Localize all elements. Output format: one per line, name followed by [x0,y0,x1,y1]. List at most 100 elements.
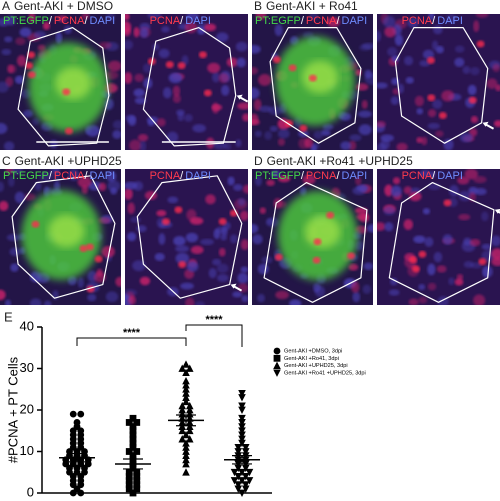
point [238,414,246,423]
pcna-nucleus [326,211,335,219]
nucleus [349,134,362,142]
nucleus [194,301,205,305]
nucleus [427,263,436,276]
point [234,448,243,456]
stain-name: PCNA [54,15,85,27]
point [182,381,190,389]
point [238,439,246,448]
point [182,468,190,476]
stain-name: DAPI [437,15,463,27]
nucleus [414,95,424,107]
nucleus [139,28,149,38]
stain-name: / [432,170,436,182]
nucleus [134,97,146,105]
nucleus [215,226,227,234]
point [133,468,141,476]
nucleus [396,142,408,150]
nucleus [257,293,265,303]
point [182,455,190,464]
point [185,435,194,443]
arrow-head [494,208,500,214]
nucleus [380,134,394,142]
stain-name: PCNA [306,170,337,182]
nucleus [255,14,267,21]
point [185,401,194,410]
nucleus [221,84,230,96]
nucleus [427,122,440,130]
nucleus [252,223,259,234]
pcna-nucleus [178,261,187,269]
arrow-head [236,94,243,100]
nucleus [101,245,115,258]
panel-letter: C [2,154,11,168]
legend-label: Gent-AKI +Ro41, 3dpi [284,356,339,362]
nucleus [436,265,447,273]
nucleus [446,14,457,24]
point [182,459,190,468]
nucleus [14,75,24,84]
nucleus [125,293,130,301]
nucleus [237,283,248,293]
nucleus [180,282,194,290]
panel-letter: D [254,154,263,168]
significance-bracket [185,324,243,347]
nucleus [388,289,400,296]
stain-label: PCNA/DAPI [402,15,463,27]
arrow-head [482,121,489,127]
nucleus [216,32,229,42]
nucleus [269,125,278,132]
nucleus [443,139,454,150]
pcna-nucleus [203,89,212,97]
nucleus [125,114,136,123]
point [245,468,254,477]
nucleus [232,291,243,298]
nucleus [77,176,92,188]
point [238,390,246,398]
point [185,406,194,414]
point [182,447,190,455]
nucleus [230,234,238,244]
nucleus [166,131,179,143]
nucleus [127,232,137,242]
nucleus [55,32,63,44]
nucleus [252,234,263,245]
stain-name: DAPI [342,15,368,27]
nucleus [383,15,396,28]
nucleus [481,243,492,250]
stain-label: PT:EGFP/PCNA/DAPI [3,170,115,182]
nucleus [254,130,262,138]
nucleus [470,66,480,76]
nucleus [384,222,394,232]
nucleus [266,179,275,186]
stain-label: PCNA/DAPI [402,170,463,182]
point [238,423,246,431]
nucleus [459,133,473,143]
point [125,485,133,493]
nucleus [172,94,181,103]
nucleus [432,99,443,110]
nucleus [348,263,359,271]
nucleus [32,118,40,126]
nucleus [212,102,220,114]
nucleus [394,34,404,46]
stain-name: PCNA [150,170,181,182]
point [238,402,246,410]
pcna-nucleus [177,62,186,70]
tubule-outline [142,27,237,147]
nucleus [467,84,477,96]
point [241,481,250,489]
nucleus [235,139,242,148]
nucleus [270,169,281,178]
point [182,360,190,368]
nucleus [152,43,160,51]
nucleus [136,225,147,233]
pcna-nucleus [438,112,447,120]
pcna-nucleus [409,256,418,264]
point [241,485,250,493]
point [234,485,243,493]
nucleus [352,186,367,195]
point [182,443,190,451]
point [245,477,254,485]
nucleus [424,237,434,247]
nucleus [85,125,92,135]
